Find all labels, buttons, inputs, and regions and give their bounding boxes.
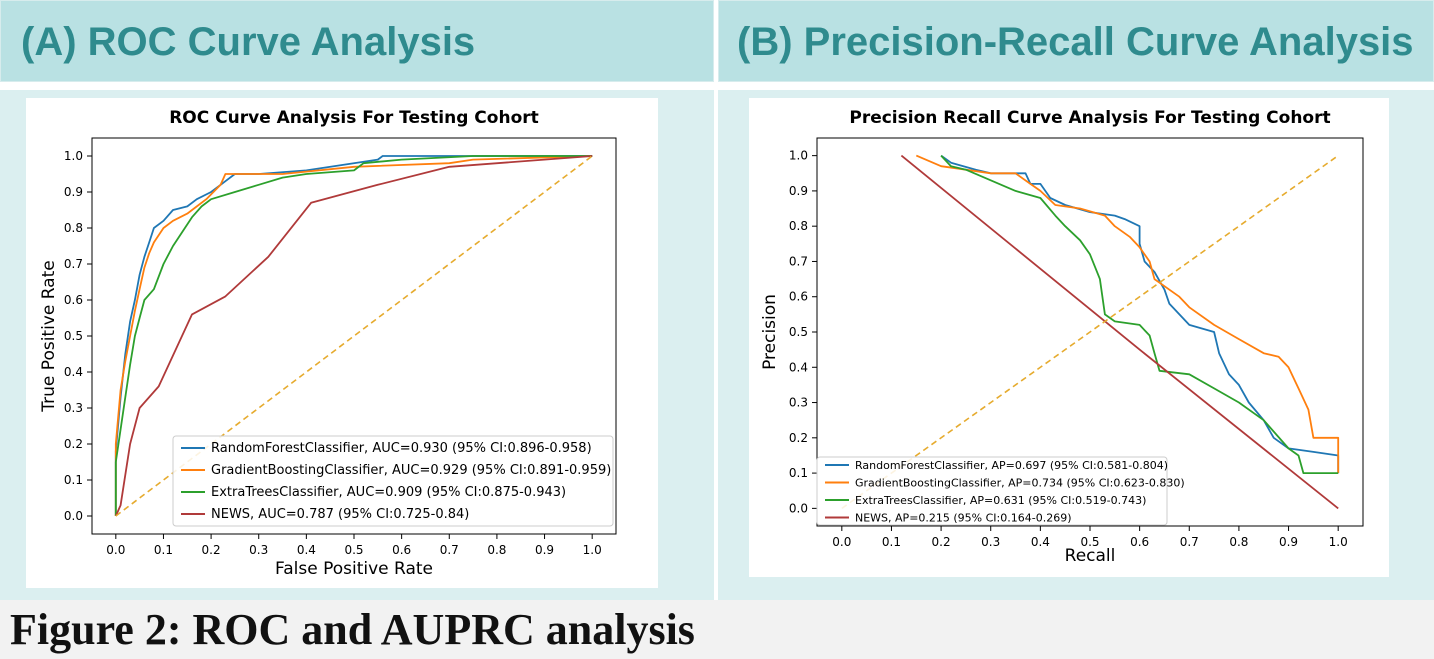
y-axis-label: True Positive Rate (39, 260, 59, 412)
y-tick-label: 0.6 (64, 293, 83, 307)
y-tick-label: 0.2 (64, 437, 83, 451)
chart-title: Precision Recall Curve Analysis For Test… (849, 108, 1330, 128)
y-tick-label: 1.0 (64, 149, 83, 163)
y-tick-label: 0.6 (789, 290, 808, 304)
x-tick-label: 0.7 (440, 543, 459, 557)
x-tick-label: 0.2 (932, 535, 951, 549)
legend-entry: GradientBoostingClassifier, AUC=0.929 (9… (211, 463, 611, 478)
x-tick-label: 0.5 (344, 543, 363, 557)
y-tick-label: 0.1 (64, 473, 83, 487)
legend-entry: RandomForestClassifier, AP=0.697 (95% CI… (855, 459, 1168, 472)
y-tick-label: 0.7 (64, 257, 83, 271)
y-tick-label: 0.0 (64, 509, 83, 523)
legend-entry: RandomForestClassifier, AUC=0.930 (95% C… (211, 441, 592, 456)
y-axis-label: Precision (760, 294, 780, 370)
series-line-1 (114, 155, 593, 516)
y-tick-label: 0.9 (789, 184, 808, 198)
caption-text: Figure 2: ROC and AUPRC analysis (10, 605, 695, 654)
panel-a-title: (A) ROC Curve Analysis (21, 20, 476, 64)
y-tick-label: 0.4 (64, 365, 83, 379)
x-tick-label: 0.5 (1080, 535, 1099, 549)
y-tick-label: 0.7 (789, 254, 808, 268)
x-tick-label: 0.2 (202, 543, 221, 557)
x-axis-label: Recall (1065, 546, 1116, 566)
legend-box (172, 435, 614, 527)
legend: RandomForestClassifier, AUC=0.930 (95% C… (172, 435, 614, 527)
legend-entry: NEWS, AUC=0.787 (95% CI:0.725-0.84) (211, 507, 469, 522)
series-line-2 (114, 155, 593, 516)
figure-caption: Figure 2: ROC and AUPRC analysis (0, 600, 1434, 659)
pr-chart: Precision Recall Curve Analysis For Test… (749, 98, 1389, 577)
x-tick-label: 0.0 (106, 543, 125, 557)
panel-b-title: (B) Precision-Recall Curve Analysis (737, 20, 1414, 64)
x-tick-label: 0.8 (1229, 535, 1248, 549)
legend: RandomForestClassifier, AP=0.697 (95% CI… (816, 456, 1185, 526)
x-tick-label: 0.0 (832, 535, 851, 549)
x-tick-label: 0.4 (297, 543, 316, 557)
x-tick-label: 0.1 (154, 543, 173, 557)
x-tick-label: 0.1 (882, 535, 901, 549)
y-tick-label: 0.1 (789, 466, 808, 480)
x-tick-label: 1.0 (583, 543, 602, 557)
x-tick-label: 0.8 (487, 543, 506, 557)
y-tick-label: 0.4 (789, 360, 808, 374)
series-line-2 (940, 154, 1339, 475)
chart-title: ROC Curve Analysis For Testing Cohort (169, 108, 539, 128)
panel-a-header: (A) ROC Curve Analysis (0, 0, 714, 82)
y-tick-label: 1.0 (789, 149, 808, 163)
y-tick-label: 0.8 (64, 221, 83, 235)
y-tick-label: 0.8 (789, 219, 808, 233)
x-tick-label: 1.0 (1329, 535, 1348, 549)
series-line-0 (114, 155, 593, 516)
x-tick-label: 0.7 (1180, 535, 1199, 549)
legend-entry: ExtraTreesClassifier, AP=0.631 (95% CI:0… (855, 494, 1146, 507)
panel-b-header: (B) Precision-Recall Curve Analysis (718, 0, 1434, 82)
y-tick-label: 0.5 (64, 329, 83, 343)
roc-chart: ROC Curve Analysis For Testing Cohort 0.0… (26, 98, 658, 588)
legend-entry: GradientBoostingClassifier, AP=0.734 (95… (855, 477, 1185, 490)
x-tick-label: 0.4 (1031, 535, 1050, 549)
y-tick-label: 0.3 (789, 396, 808, 410)
series-line-3 (900, 154, 1339, 510)
x-tick-label: 0.6 (1130, 535, 1149, 549)
y-tick-label: 0.0 (789, 501, 808, 515)
y-tick-label: 0.3 (64, 401, 83, 415)
series-line-1 (915, 154, 1340, 474)
legend-entry: NEWS, AP=0.215 (95% CI:0.164-0.269) (855, 512, 1072, 525)
x-tick-label: 0.6 (392, 543, 411, 557)
y-tick-label: 0.5 (789, 325, 808, 339)
pr-panel: Precision Recall Curve Analysis For Test… (718, 90, 1434, 600)
y-tick-label: 0.2 (789, 431, 808, 445)
x-axis-label: False Positive Rate (275, 559, 433, 579)
legend-entry: ExtraTreesClassifier, AUC=0.909 (95% CI:… (211, 485, 566, 500)
y-tick-label: 0.9 (64, 185, 83, 199)
x-tick-label: 0.3 (981, 535, 1000, 549)
series-line-0 (940, 154, 1340, 474)
x-tick-label: 0.9 (535, 543, 554, 557)
x-tick-label: 0.9 (1279, 535, 1298, 549)
reference-diagonal-line (841, 154, 1339, 510)
roc-panel: ROC Curve Analysis For Testing Cohort 0.0… (0, 90, 714, 600)
legend-box (816, 456, 1168, 526)
x-tick-label: 0.3 (249, 543, 268, 557)
series-line-3 (114, 155, 593, 517)
